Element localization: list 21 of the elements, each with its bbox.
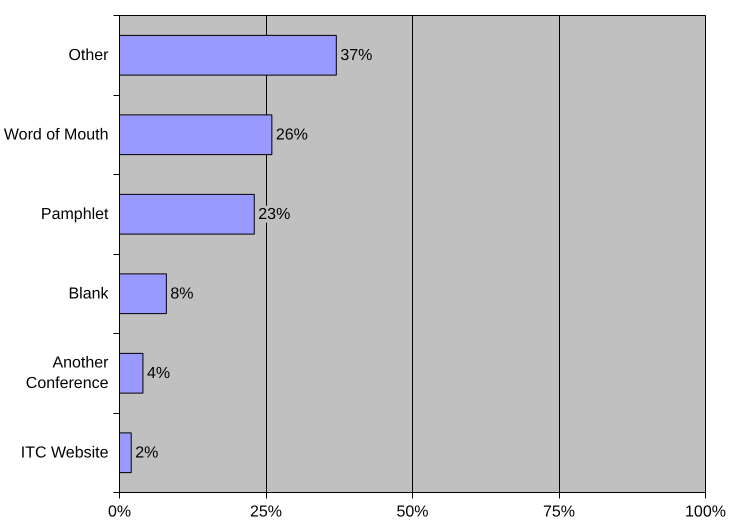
bar [120, 432, 132, 474]
x-tick-label: 0% [108, 504, 132, 520]
x-tick-label: 25% [250, 504, 282, 520]
y-tick-label: ITC Website [20, 444, 109, 462]
bar [120, 194, 255, 235]
y-tick-label: Blank [68, 285, 110, 302]
y-tick-label: Another Conference [26, 354, 110, 392]
x-tick-label: 100% [685, 504, 726, 520]
data-label: 26% [276, 126, 308, 144]
data-label: 37% [340, 46, 372, 64]
data-label: 4% [146, 364, 170, 382]
x-tick-label: 50% [396, 504, 429, 520]
y-tick-label: Word of Mouth [4, 126, 108, 144]
bar [120, 273, 167, 314]
data-label: 2% [135, 444, 158, 462]
data-label: 23% [258, 206, 290, 223]
x-tick-label: 75% [542, 504, 576, 520]
y-tick-label: Pamphlet [40, 206, 110, 223]
y-tick-label: Other [68, 46, 110, 64]
bar [120, 352, 144, 394]
data-label: 8% [170, 285, 194, 302]
